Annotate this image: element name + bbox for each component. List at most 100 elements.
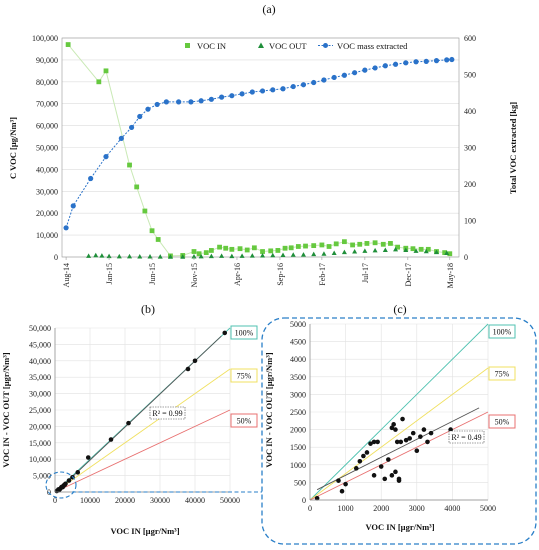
y-tick-label: 4000 (290, 355, 306, 364)
voc-in-point (96, 79, 102, 85)
voc-out-point (249, 253, 255, 258)
mass-point (362, 67, 368, 73)
a-y2-tick-label: 200 (464, 180, 476, 189)
mass-point (229, 93, 235, 99)
a-x-tick-label: Jul-17 (361, 263, 370, 283)
mass-point (311, 79, 317, 86)
voc-out-point (433, 249, 439, 255)
y-tick-label: 5000 (290, 320, 306, 329)
voc-in-point (425, 246, 431, 252)
voc-out-point (208, 253, 214, 259)
voc-out-point (341, 249, 347, 255)
x-tick-label: 30000 (150, 496, 170, 505)
voc-out-point (403, 247, 409, 252)
voc-out-point (270, 252, 276, 258)
mass-point (372, 65, 378, 71)
y-tick-label: 15,000 (29, 439, 51, 448)
voc-in-point (196, 251, 202, 257)
data-point (418, 434, 423, 439)
voc-in-point (244, 247, 250, 253)
data-point (391, 422, 396, 427)
b-zoom-ellipse (45, 471, 77, 499)
mass-point (280, 86, 286, 92)
y-tick-label: 3500 (290, 373, 306, 382)
data-point (414, 448, 420, 454)
b-points (54, 330, 228, 494)
mass-point (70, 203, 76, 209)
y-tick-label: 1500 (290, 443, 306, 452)
mass-point (208, 96, 214, 102)
panel-label-c: (c) (393, 302, 406, 316)
legend-marker-mass (323, 43, 328, 48)
x-tick-label: 10000 (80, 496, 100, 505)
reference-line (54, 368, 231, 493)
voc-in-point (142, 208, 148, 214)
voc-out-point (393, 246, 399, 252)
mass-point (352, 70, 358, 76)
voc-in-point (288, 245, 294, 251)
a-y-tick-label: 70,000 (36, 100, 58, 109)
b-fit-badge-text: R² = 0.99 (152, 409, 182, 418)
voc-out-point (331, 250, 337, 256)
mass-point (145, 106, 151, 112)
data-point (371, 439, 377, 445)
y-tick-label: 40,000 (29, 357, 51, 366)
mass-point (290, 83, 296, 90)
y-tick-label: 20,000 (29, 422, 51, 431)
mass-point (103, 154, 109, 160)
voc-in-point (333, 241, 339, 247)
a-y2-tick-label: 0 (464, 253, 468, 262)
x-tick-label: 4000 (444, 504, 460, 513)
percent-badge-box (488, 366, 516, 381)
a-y-tick-label: 40,000 (36, 165, 58, 174)
a-x-tick-label: Apr-16 (233, 263, 242, 286)
a-y2-tick-label: 400 (464, 107, 476, 116)
fit-line (316, 407, 480, 491)
a-legend: VOC IN VOC OUT VOC mass extracted (185, 41, 408, 51)
data-point (393, 469, 398, 475)
mass-point (403, 60, 409, 66)
y-tick-label: 25,000 (29, 406, 51, 415)
data-point (428, 430, 434, 436)
y-tick-label: 4500 (290, 338, 306, 347)
voc-in-point (319, 242, 325, 248)
a-y2-tick-labels: 0 100 200 300 400 500 600 (464, 34, 476, 262)
voc-in-point (203, 250, 209, 256)
reference-line (309, 323, 489, 501)
data-point (425, 439, 430, 445)
voc-in-point (442, 250, 448, 256)
c-fit-badge: R² = 0.49 (448, 430, 485, 444)
data-point (400, 416, 405, 422)
voc-in-point (155, 237, 161, 242)
data-point (63, 481, 68, 487)
data-point (66, 478, 72, 483)
percent-badge-box (230, 413, 258, 428)
voc-out-point (99, 253, 105, 258)
voc-out-point (180, 254, 186, 259)
percent-badge-box (488, 414, 516, 429)
data-point (192, 358, 198, 364)
a-y2-tick-label: 600 (464, 34, 476, 43)
voc-out-point (127, 253, 133, 259)
x-tick-label: 20000 (115, 496, 135, 505)
c-fit-badge-text: R² = 0.49 (451, 433, 481, 442)
mass-point (219, 94, 225, 100)
mass-point (444, 57, 450, 63)
voc-out-point (167, 254, 173, 259)
mass-point (382, 63, 388, 69)
voc-in-point (237, 246, 243, 252)
voc-in-point (364, 241, 370, 246)
data-point (75, 470, 81, 475)
data-point (343, 481, 348, 487)
y-tick-label: 35,000 (29, 373, 51, 382)
voc-out-point (321, 251, 327, 256)
data-point (85, 455, 91, 460)
a-y-tick-label: 10,000 (36, 231, 58, 240)
a-y-tick-label: 30,000 (36, 187, 58, 196)
mass-point (321, 77, 327, 83)
data-point (396, 476, 402, 482)
voc-in-point (311, 243, 317, 249)
voc-in-point (303, 243, 308, 249)
scatter-chart-b: 0 5,000 10,000 15,000 20,000 25,000 30,000 35,0… (1, 324, 262, 536)
reference-line (309, 411, 489, 501)
